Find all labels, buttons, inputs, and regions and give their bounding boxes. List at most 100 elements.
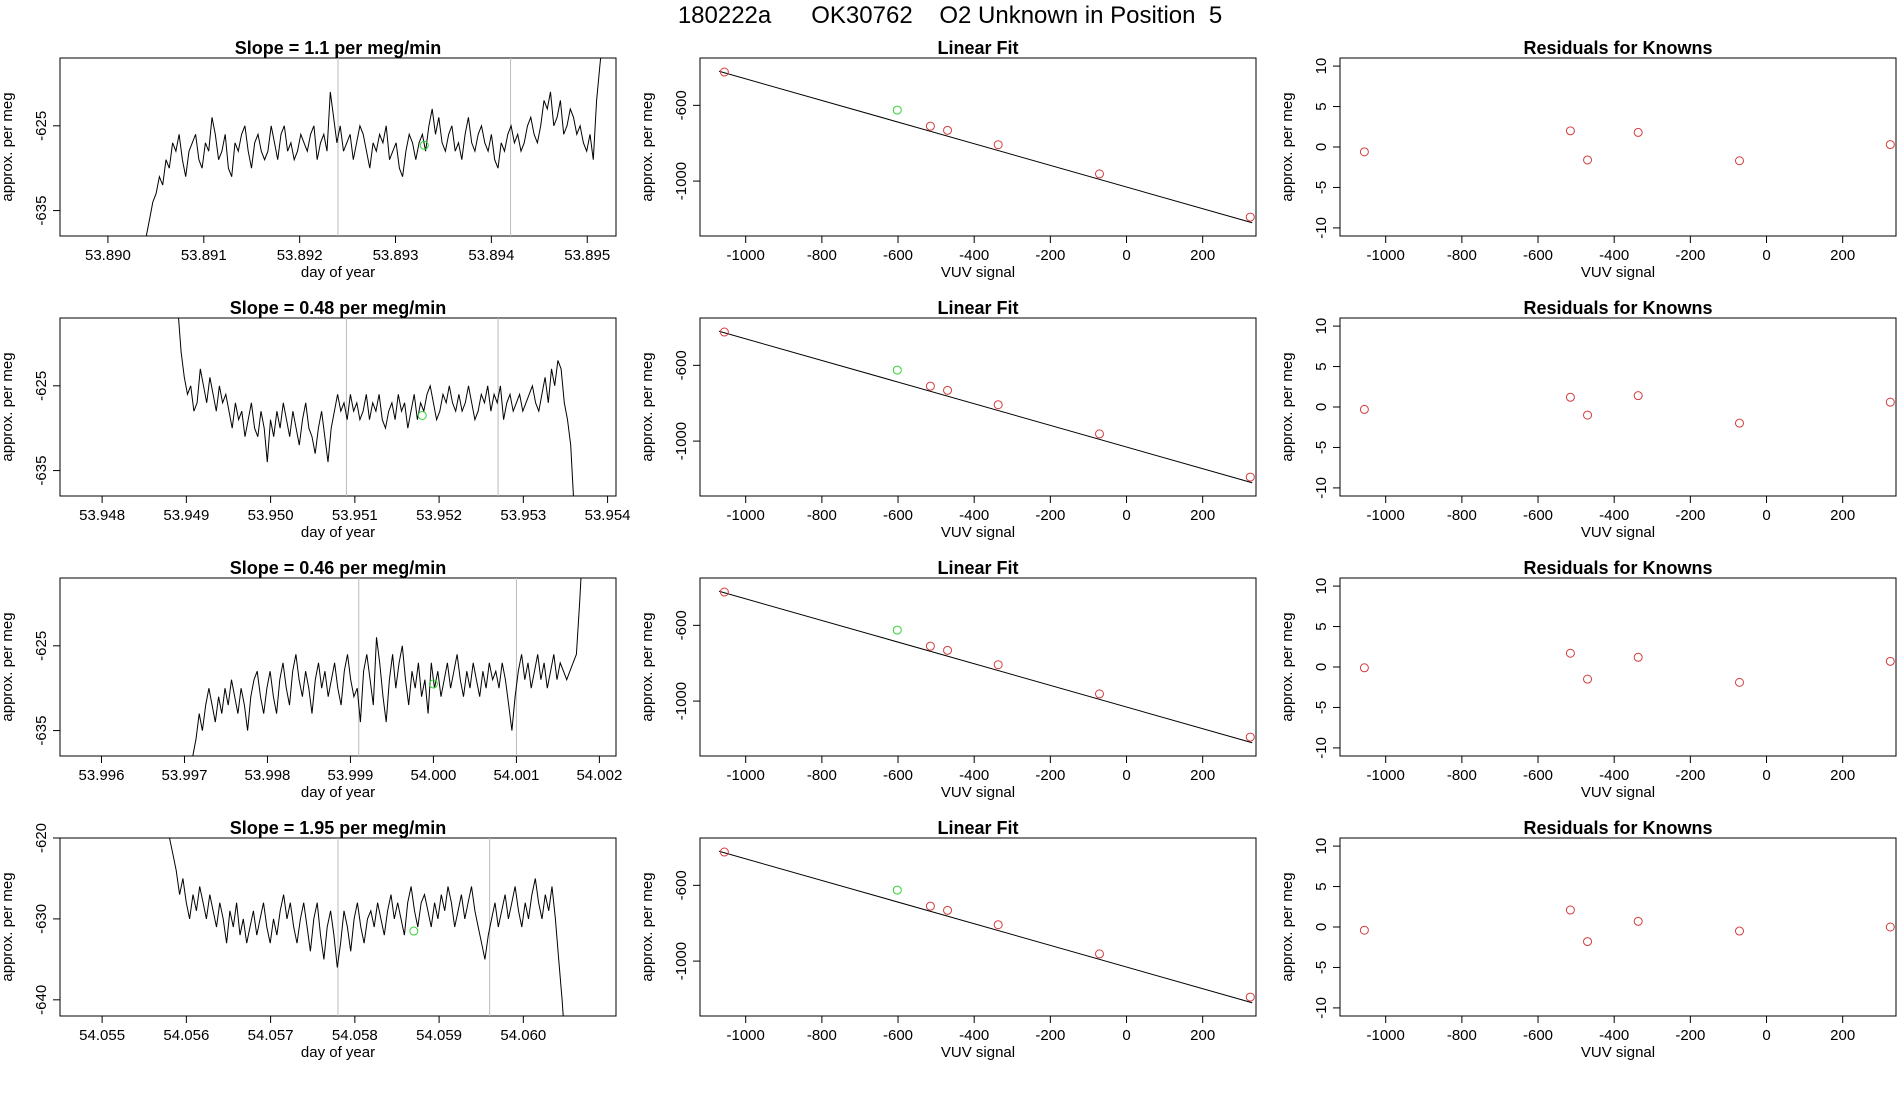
known-point [1583, 674, 1593, 684]
known-point [1565, 392, 1575, 402]
panel-r4-fit: Linear Fit -1000 -800 -600 -400 -200 0 200 VUV s… [639, 818, 1257, 1061]
x-tick-label: -1000 [727, 507, 765, 524]
y-axis-label: approx. per meg [1279, 92, 1296, 201]
x-tick-label: 53.996 [79, 767, 125, 784]
known-point [1245, 212, 1255, 222]
y-tick-label: 0 [1313, 663, 1330, 671]
x-tick-label: -600 [1523, 1027, 1553, 1044]
x-axis-label: VUV signal [1581, 1044, 1655, 1061]
known-point [993, 920, 1003, 930]
x-tick-label: -800 [807, 247, 837, 264]
x-tick-label: 53.998 [245, 767, 291, 784]
signal-line [192, 578, 582, 756]
plot-area [718, 587, 1255, 744]
known-point [1583, 155, 1593, 165]
known-point [993, 660, 1003, 670]
unknown-point [417, 410, 427, 420]
x-axis-label: VUV signal [1581, 784, 1655, 801]
y-tick-label: -5 [1313, 701, 1330, 714]
plot-frame [1339, 317, 1897, 497]
signal-line [169, 838, 564, 1016]
x-tick-label: -1000 [1367, 507, 1405, 524]
x-tick-label: -200 [1035, 1027, 1065, 1044]
known-point [1094, 949, 1104, 959]
x-tick-label: -400 [1599, 247, 1629, 264]
x-tick-label: 53.893 [373, 247, 419, 264]
y-tick-label: -600 [673, 90, 690, 120]
x-tick-label: -800 [1447, 247, 1477, 264]
x-tick-label: 0 [1122, 247, 1130, 264]
plot-area [145, 58, 602, 236]
y-tick-label: 5 [1313, 882, 1330, 890]
x-tick-label: 53.951 [332, 507, 378, 524]
x-tick-label: -600 [1523, 767, 1553, 784]
fit-line [718, 850, 1253, 1004]
panel-title: Slope = 1.95 per meg/min [230, 818, 447, 838]
plot-frame [699, 317, 1257, 497]
unknown-point [892, 885, 902, 895]
x-tick-label: 54.058 [332, 1027, 378, 1044]
known-point [1245, 992, 1255, 1002]
plot-area [718, 327, 1255, 484]
known-point [1734, 156, 1744, 166]
x-tick-label: 53.890 [85, 247, 131, 264]
x-tick-label: -200 [1675, 507, 1705, 524]
x-tick-label: -200 [1675, 247, 1705, 264]
known-point [925, 121, 935, 131]
panel-title: Linear Fit [937, 558, 1018, 578]
y-tick-label: 10 [1313, 58, 1330, 75]
known-point [1359, 147, 1369, 157]
known-point [719, 587, 729, 597]
x-tick-label: 53.952 [416, 507, 462, 524]
x-tick-label: 200 [1190, 1027, 1215, 1044]
y-axis-label: approx. per meg [639, 352, 656, 461]
x-tick-label: -600 [883, 507, 913, 524]
x-tick-label: -200 [1675, 767, 1705, 784]
known-point [1885, 656, 1895, 666]
plot-frame [1339, 57, 1897, 237]
plot-frame [699, 837, 1257, 1017]
x-tick-label: 200 [1190, 767, 1215, 784]
x-tick-label: -1000 [727, 767, 765, 784]
known-point [1359, 404, 1369, 414]
x-tick-label: 200 [1830, 1027, 1855, 1044]
y-tick-label: 5 [1313, 362, 1330, 370]
x-tick-label: -1000 [1367, 767, 1405, 784]
unknown-point [892, 625, 902, 635]
y-tick-label: -640 [33, 985, 50, 1015]
plot-area [1359, 905, 1895, 947]
y-tick-label: 10 [1313, 318, 1330, 335]
plot-area [178, 318, 574, 496]
x-tick-label: -800 [1447, 1027, 1477, 1044]
known-point [993, 140, 1003, 150]
y-tick-label: -600 [673, 870, 690, 900]
x-tick-label: 54.002 [576, 767, 622, 784]
y-tick-label: 5 [1313, 102, 1330, 110]
x-tick-label: -1000 [727, 1027, 765, 1044]
plot-frame [59, 577, 617, 757]
known-point [993, 400, 1003, 410]
x-tick-label: 54.057 [248, 1027, 294, 1044]
known-point [1734, 677, 1744, 687]
unknown-point [892, 365, 902, 375]
y-tick-label: -625 [33, 111, 50, 141]
known-point [1359, 663, 1369, 673]
y-tick-label: 0 [1313, 923, 1330, 931]
panel-title: Linear Fit [937, 818, 1018, 838]
x-tick-label: 54.001 [493, 767, 539, 784]
x-tick-label: 53.950 [248, 507, 294, 524]
x-tick-label: 0 [1762, 247, 1770, 264]
panel-title: Linear Fit [937, 38, 1018, 58]
panel-r1-residuals: Residuals for Knowns-1000 -800 -600 -400 -20… [1279, 38, 1897, 281]
x-tick-label: -800 [1447, 507, 1477, 524]
known-point [1885, 922, 1895, 932]
unknown-point [409, 926, 419, 936]
x-tick-label: 53.948 [79, 507, 125, 524]
x-tick-label: -600 [1523, 507, 1553, 524]
y-tick-label: -620 [33, 823, 50, 853]
known-point [943, 645, 953, 655]
x-tick-label: -400 [959, 247, 989, 264]
x-tick-label: 0 [1762, 507, 1770, 524]
x-tick-label: -400 [959, 767, 989, 784]
plot-frame [699, 57, 1257, 237]
